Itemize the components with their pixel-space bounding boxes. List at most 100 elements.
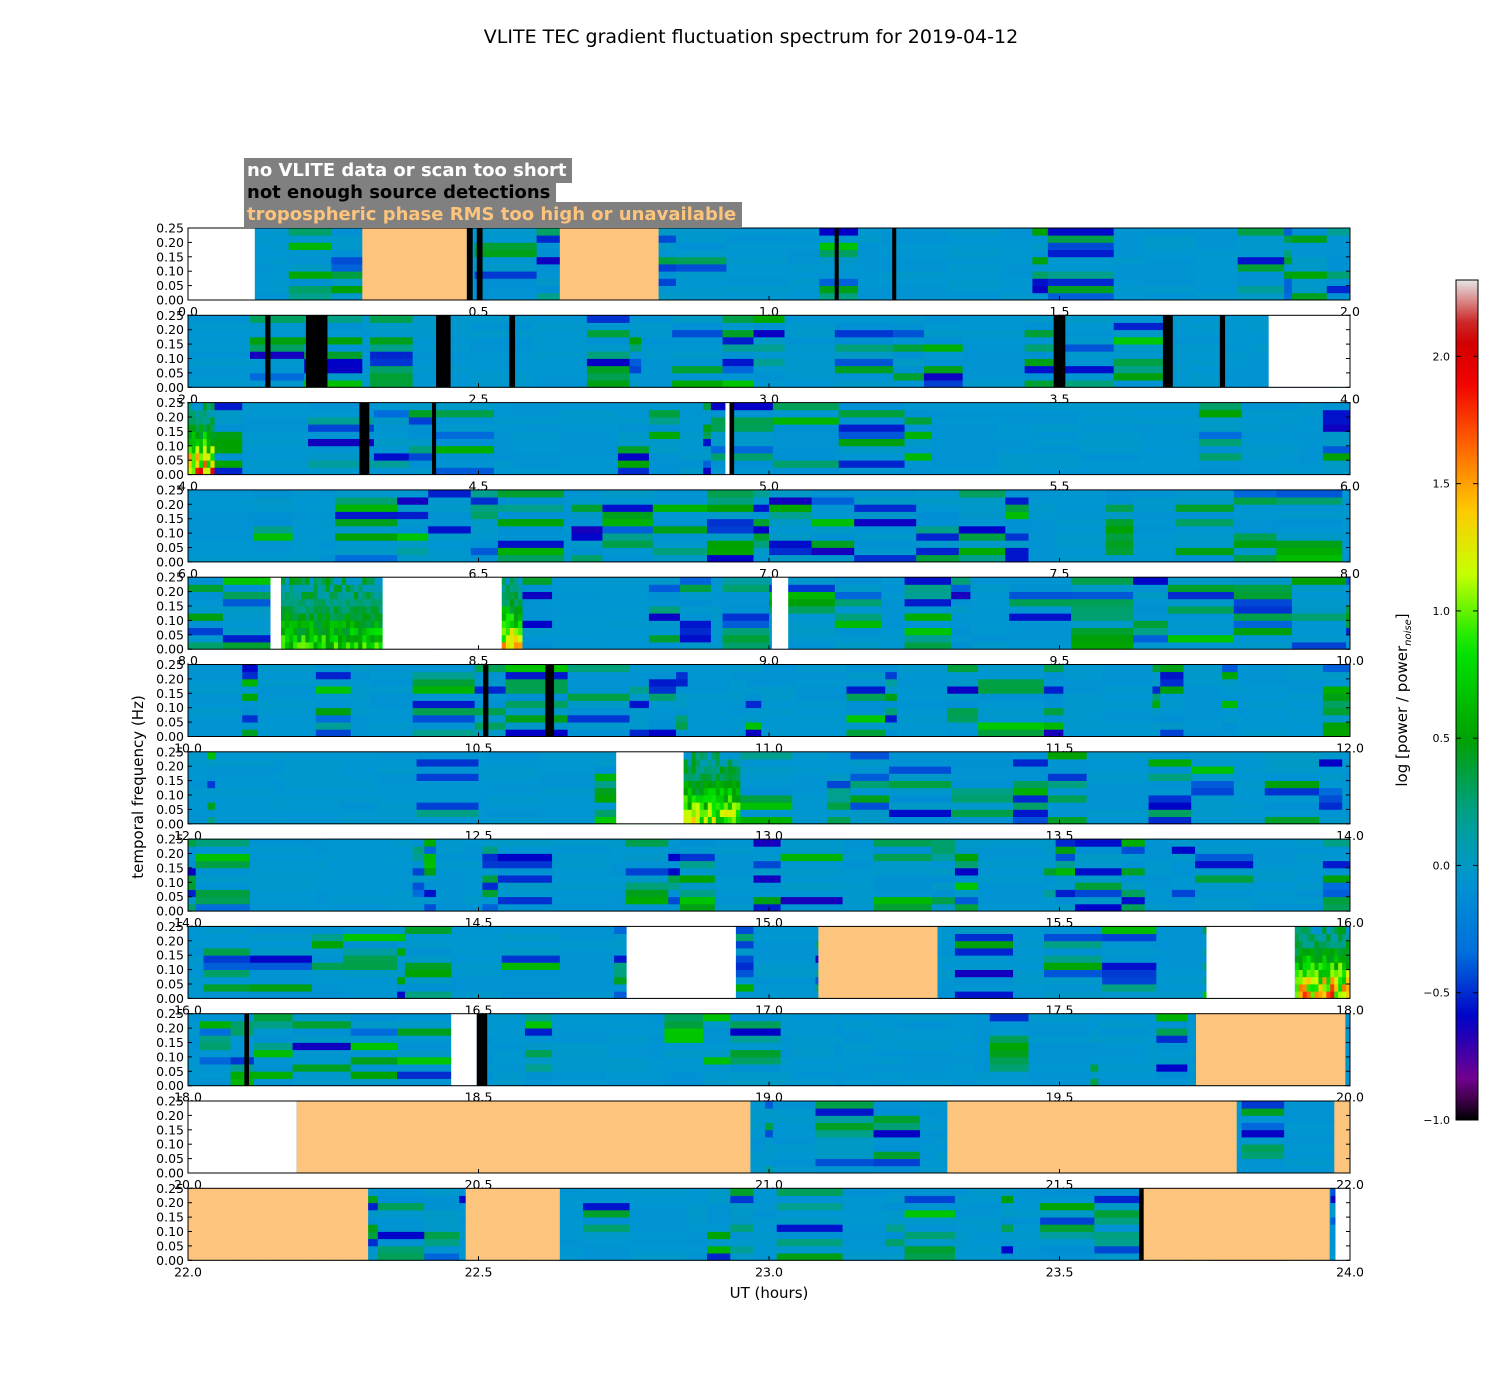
- heatmap-cell: [1009, 620, 1072, 628]
- heatmap-cell: [559, 926, 615, 934]
- event-cell: [350, 634, 355, 643]
- heatmap-cell: [834, 336, 894, 345]
- heatmap-cell: [951, 751, 1014, 760]
- event-cell: [210, 467, 215, 475]
- heatmap-cell: [676, 292, 727, 301]
- heatmap-cell: [242, 671, 259, 680]
- heatmap-cell: [424, 1224, 460, 1232]
- heatmap-cell: [753, 358, 785, 367]
- heatmap-cell: [900, 1071, 952, 1079]
- heatmap-cell: [583, 1195, 630, 1204]
- heatmap-cell: [482, 882, 499, 890]
- heatmap-cell: [552, 613, 603, 621]
- heatmap-cell: [1253, 839, 1297, 847]
- heatmap-cell: [1167, 380, 1188, 388]
- heatmap-cell: [1241, 1165, 1285, 1174]
- heatmap-cell: [896, 714, 948, 723]
- heatmap-cell: [997, 424, 1033, 432]
- heatmap-cell: [1187, 336, 1223, 345]
- heatmap-cell: [648, 438, 681, 447]
- event-cell: [325, 627, 331, 636]
- event-cell: [513, 613, 519, 621]
- heatmap-cell: [1187, 358, 1223, 367]
- heatmap-cell: [838, 424, 905, 432]
- heatmap-cell: [1055, 903, 1076, 912]
- event-cell: [305, 613, 310, 621]
- heatmap-cell: [253, 489, 293, 498]
- heatmap-cell: [648, 729, 677, 737]
- heatmap-cell: [710, 467, 774, 475]
- event-cell: [289, 577, 294, 585]
- heatmap-cell: [1167, 642, 1235, 650]
- event-cell: [1314, 984, 1319, 992]
- heatmap-cell: [664, 1064, 704, 1072]
- heatmap-cell: [687, 693, 731, 701]
- legend-entry-detections: not enough source detections: [247, 182, 550, 203]
- heatmap-cell: [188, 380, 251, 388]
- heatmap-cell: [1102, 686, 1153, 694]
- heatmap-cell: [792, 1056, 836, 1065]
- heatmap-cell: [989, 1020, 1029, 1029]
- event-cell: [362, 606, 367, 614]
- heatmap-cell: [412, 875, 425, 883]
- heatmap-cell: [1094, 1195, 1153, 1204]
- heatmap-cell: [1187, 365, 1223, 374]
- heatmap-cell: [203, 969, 251, 978]
- heatmap-cell: [648, 700, 677, 709]
- heatmap-cell: [428, 489, 472, 498]
- heatmap-cell: [1245, 664, 1289, 673]
- event-cell: [301, 606, 306, 614]
- heatmap-cell: [970, 598, 1010, 607]
- heatmap-cell: [885, 700, 898, 709]
- heatmap-cell: [838, 453, 905, 461]
- heatmap-cell: [780, 1064, 793, 1072]
- heatmap-cell: [435, 839, 464, 847]
- heatmap-cell: [327, 882, 394, 890]
- heatmap-cell: [951, 795, 1014, 803]
- heatmap-cell: [559, 409, 619, 418]
- heatmap-cell: [555, 1202, 584, 1211]
- panel-2-4: 0.000.050.100.150.200.252.0 2.5 3.0 3.5 4.0: [156, 308, 1360, 407]
- heatmap-cell: [253, 1028, 293, 1036]
- heatmap-cell: [679, 846, 716, 854]
- heatmap-cell: [1028, 1071, 1091, 1079]
- event-cell: [509, 591, 515, 600]
- heatmap-cell: [951, 613, 971, 621]
- heatmap-cell: [873, 1020, 902, 1029]
- heatmap-cell: [1241, 409, 1281, 418]
- heatmap-cell: [230, 1028, 255, 1036]
- heatmap-cell: [1195, 896, 1254, 905]
- heatmap-cell: [1222, 380, 1250, 388]
- heatmap-cell: [424, 1231, 460, 1240]
- mask-nodata: [382, 577, 502, 650]
- heatmap-cell: [889, 816, 952, 825]
- panel-0-2: 0.000.050.100.150.200.250.0 0.5 1.0 1.5 2.0: [156, 221, 1360, 320]
- heatmap-cell: [571, 489, 603, 498]
- heatmap-cell: [873, 1064, 902, 1072]
- heatmap-cell: [1326, 235, 1351, 243]
- event-cell: [370, 591, 375, 600]
- mask-legend: no VLITE data or scan too short not enou…: [244, 158, 742, 227]
- heatmap-cell: [493, 1049, 526, 1058]
- event-cell: [297, 613, 302, 621]
- heatmap-cell: [834, 620, 882, 628]
- heatmap-cell: [765, 1129, 774, 1138]
- heatmap-cell: [1299, 409, 1324, 418]
- heatmap-cell: [451, 991, 503, 999]
- heatmap-cell: [753, 1245, 778, 1254]
- heatmap-cell: [188, 358, 251, 367]
- heatmap-cell: [761, 707, 797, 716]
- event-cell: [727, 816, 733, 825]
- heatmap-cell: [1059, 351, 1115, 359]
- event-cell: [285, 627, 290, 636]
- heatmap-cell: [606, 1020, 650, 1029]
- event-cell: [1318, 926, 1323, 934]
- heatmap-cell: [1005, 497, 1029, 505]
- heatmap-cell: [470, 322, 534, 331]
- heatmap-cell: [1044, 839, 1057, 847]
- heatmap-cell: [648, 584, 681, 592]
- y-tick-label: 0.15: [156, 337, 184, 352]
- heatmap-cell: [1322, 409, 1351, 418]
- heatmap-cell: [772, 424, 840, 432]
